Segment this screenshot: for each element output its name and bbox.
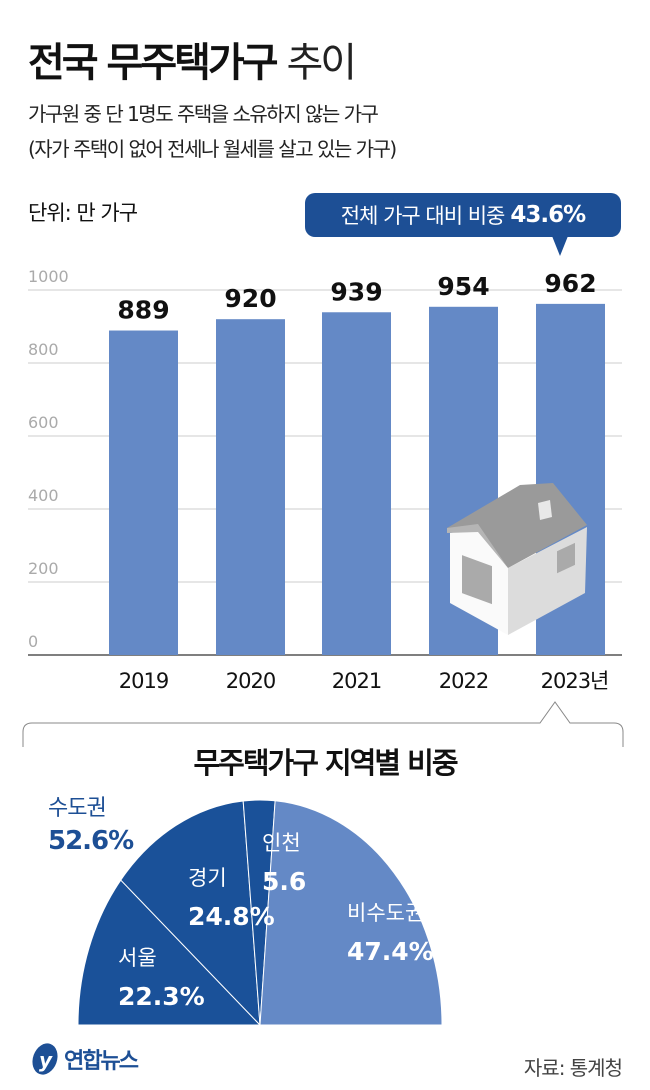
- pie-slice-value: 22.3%: [118, 982, 205, 1011]
- bar-2019: [109, 330, 178, 655]
- y-tick-label: 200: [28, 559, 59, 578]
- yonhap-logo: y 연합뉴스: [30, 1042, 139, 1076]
- metro-value: 52.6%: [48, 826, 134, 856]
- house-illustration: [447, 483, 587, 635]
- bracket-line: [22, 701, 624, 747]
- svg-text:y: y: [39, 1048, 53, 1072]
- bar-chart: 0 200 400 600 800 1000 889 2019 920 2020 939 2021 95…: [28, 267, 622, 693]
- callout-tail: [552, 236, 568, 256]
- logo-text: 연합뉴스: [64, 1049, 139, 1074]
- pie-slice-1: [120, 800, 261, 1027]
- pie-chart: 서울 22.3% 경기 24.8% 인천 5.6 비수도권 47.4%: [77, 799, 443, 1027]
- pie-slice-3: [259, 800, 443, 1026]
- pie-slice-value: 47.4%: [347, 937, 434, 966]
- bar-value-label: 962: [544, 269, 596, 298]
- x-tick-label: 2022: [439, 669, 488, 693]
- x-tick-label: 2021: [332, 669, 381, 693]
- y-tick-label: 600: [28, 413, 59, 432]
- pie-slice-0: [77, 879, 262, 1026]
- source-label: 자료: 통계청: [523, 1056, 623, 1080]
- bar-2021: [322, 312, 391, 655]
- metro-label: 수도권: [48, 796, 107, 821]
- pie-slice-label: 경기: [188, 866, 227, 890]
- x-tick-label: 2020: [226, 669, 275, 693]
- page-title: 전국 무주택가구 추이: [28, 30, 357, 88]
- pie-slice-value: 24.8%: [188, 902, 275, 931]
- logo-icon: y: [32, 1043, 58, 1075]
- bar-value-label: 889: [117, 296, 169, 325]
- x-tick-label: 2019: [119, 669, 168, 693]
- pie-slice-label: 비수도권: [347, 901, 424, 925]
- pie-title: 무주택가구 지역별 비중: [193, 746, 459, 780]
- y-tick-label: 800: [28, 340, 59, 359]
- bar-value-label: 939: [330, 277, 382, 306]
- x-tick-label: 2023년: [541, 669, 609, 693]
- y-tick-label: 400: [28, 486, 59, 505]
- subtitle-line-1: 가구원 중 단 1명도 주택을 소유하지 않는 가구: [28, 102, 379, 126]
- subtitle-line-2: (자가 주택이 없어 전세나 월세를 살고 있는 가구): [28, 137, 397, 161]
- bar-value-label: 954: [437, 272, 489, 301]
- bar-2020: [216, 319, 285, 655]
- callout-label: 전체 가구 대비 비중: [340, 204, 506, 228]
- y-tick-label: 0: [28, 632, 38, 651]
- bar-value-label: 920: [224, 284, 276, 313]
- pie-slice-label: 인천: [262, 831, 301, 855]
- pie-slice-label: 서울: [118, 946, 157, 970]
- metro-group-label: 수도권 52.6%: [48, 790, 134, 856]
- pie-slice-value: 5.6: [262, 867, 306, 896]
- callout-value: 43.6%: [510, 202, 586, 228]
- title-light: 추이: [286, 40, 357, 86]
- callout-bubble: 전체 가구 대비 비중 43.6%: [305, 193, 621, 237]
- unit-label: 단위: 만 가구: [28, 201, 138, 225]
- y-tick-label: 1000: [28, 267, 69, 286]
- title-bold: 전국 무주택가구: [28, 40, 279, 86]
